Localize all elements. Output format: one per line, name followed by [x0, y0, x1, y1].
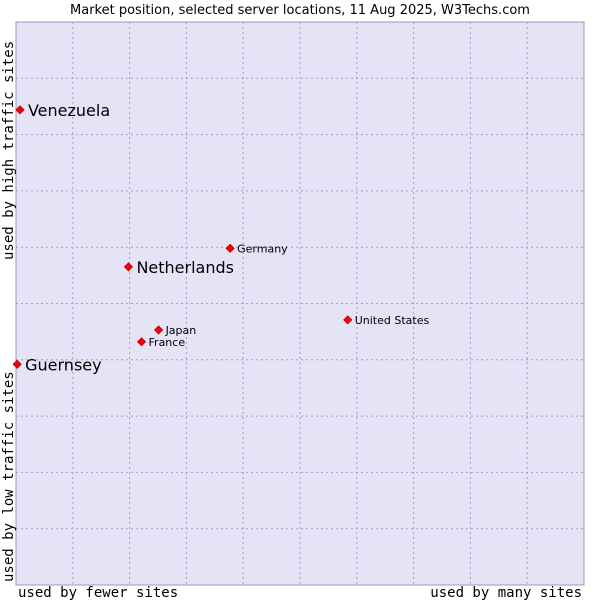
data-point-japan: Japan: [154, 324, 197, 337]
point-label-germany: Germany: [237, 242, 288, 255]
y-axis-label-bottom: used by low traffic sites: [1, 371, 17, 582]
point-marker-venezuela: [15, 105, 25, 115]
point-marker-guernsey: [12, 359, 22, 369]
plot-border: [15, 21, 585, 586]
grid-lines: [16, 22, 584, 585]
point-label-france: France: [149, 336, 186, 349]
point-marker-united-states: [343, 315, 353, 325]
point-label-united-states: United States: [355, 314, 430, 327]
data-point-netherlands: Netherlands: [123, 258, 234, 277]
point-marker-netherlands: [123, 262, 134, 272]
point-marker-japan: [154, 325, 164, 335]
point-label-netherlands: Netherlands: [136, 258, 234, 277]
chart-title: Market position, selected server locatio…: [70, 3, 530, 18]
point-label-venezuela: Venezuela: [28, 101, 110, 120]
x-axis-label-right: used by many sites: [430, 585, 582, 600]
point-label-guernsey: Guernsey: [25, 355, 101, 374]
data-point-united-states: United States: [343, 314, 430, 327]
point-marker-germany: [225, 243, 235, 253]
data-point-venezuela: Venezuela: [15, 101, 110, 120]
data-point-germany: Germany: [225, 242, 288, 255]
x-axis-label-left: used by fewer sites: [18, 585, 178, 600]
point-marker-france: [136, 337, 147, 347]
point-label-japan: Japan: [165, 324, 197, 337]
data-point-france: France: [136, 336, 186, 349]
y-axis-label-top: used by high traffic sites: [1, 41, 17, 260]
data-point-guernsey: Guernsey: [12, 355, 102, 374]
